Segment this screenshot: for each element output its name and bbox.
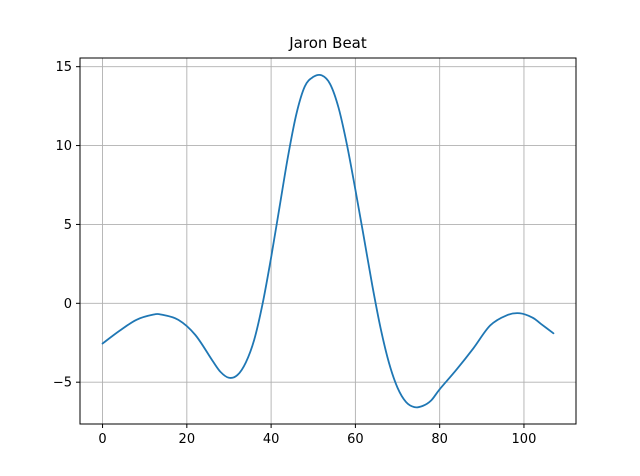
x-tick-label: 100 — [512, 432, 537, 447]
x-tick-label: 0 — [98, 432, 106, 447]
y-tick-label: 15 — [55, 60, 72, 75]
x-tick-label: 60 — [347, 432, 364, 447]
ticks: 0 20 40 60 80 100 −5 0 5 10 15 — [53, 60, 537, 447]
axes-frame — [79, 57, 577, 425]
x-tick-label: 40 — [263, 432, 280, 447]
grid — [80, 58, 576, 424]
y-tick-label: 5 — [64, 218, 72, 233]
data-layer — [101, 73, 555, 409]
y-tick-label: 0 — [64, 297, 72, 312]
x-tick-label: 20 — [179, 432, 196, 447]
series-line — [101, 73, 555, 409]
chart-title: Jaron Beat — [288, 34, 367, 52]
x-tick-label: 80 — [431, 432, 448, 447]
y-tick-label: −5 — [53, 376, 72, 391]
y-tick-label: 10 — [55, 139, 72, 154]
